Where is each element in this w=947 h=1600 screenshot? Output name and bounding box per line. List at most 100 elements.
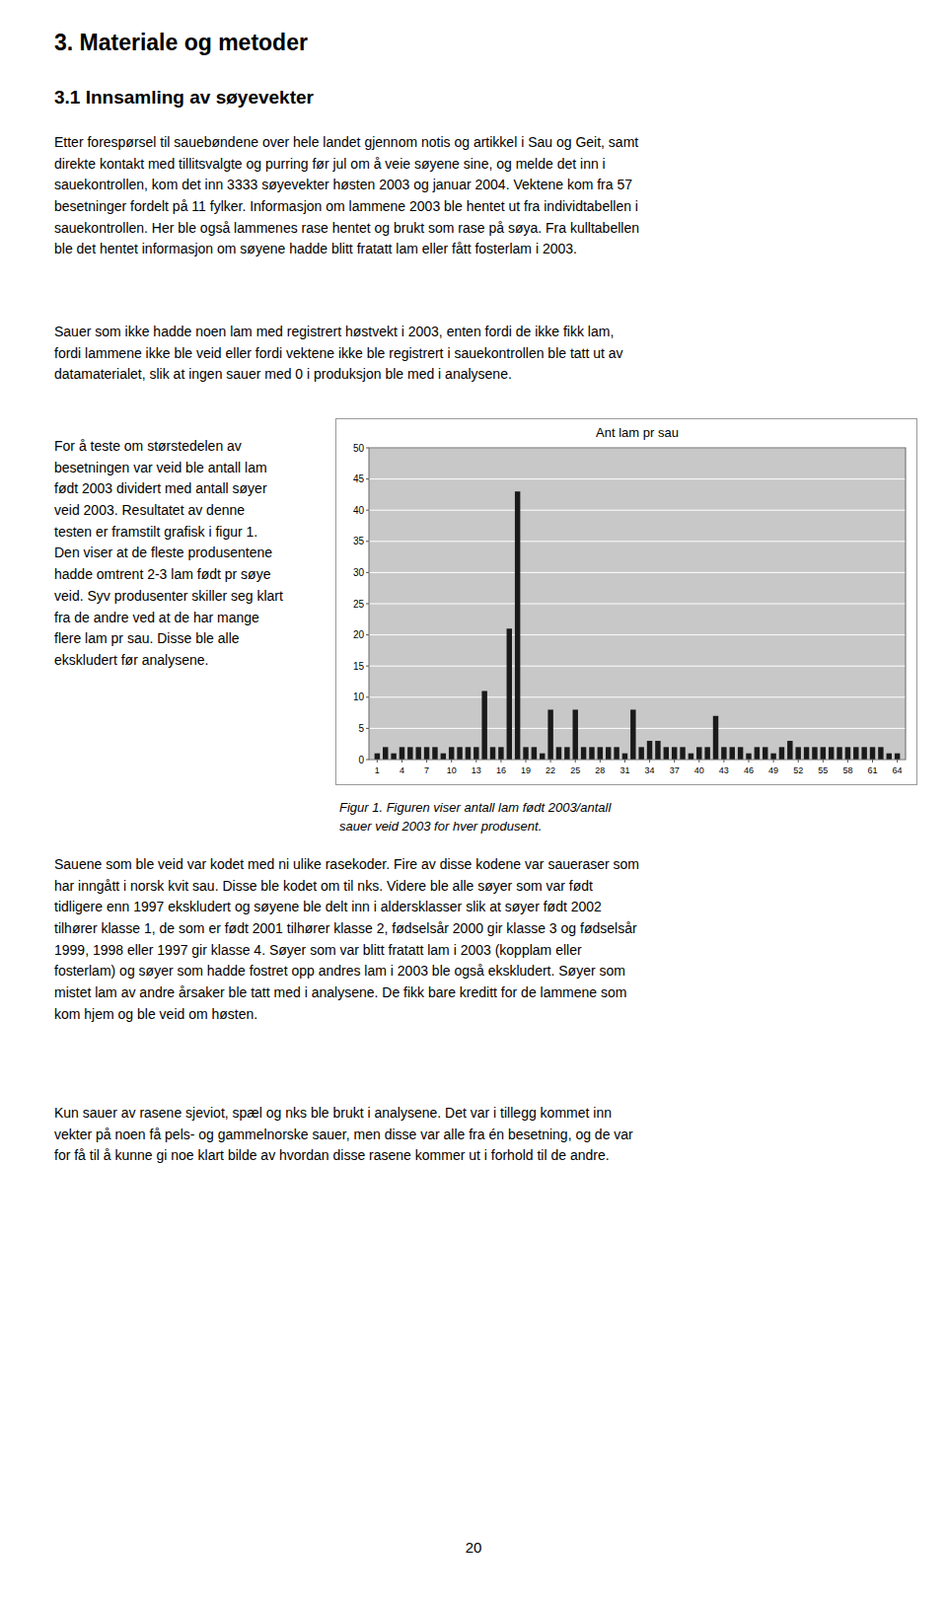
x-tick: [896, 759, 898, 763]
chart-title: Ant lam pr sau: [595, 425, 679, 440]
bar: [424, 746, 430, 760]
bar: [581, 746, 586, 760]
grid-line: [368, 478, 906, 480]
x-tick-label: 37: [669, 765, 680, 776]
bar: [704, 746, 710, 760]
grid-line: [368, 540, 906, 542]
bar: [877, 746, 883, 760]
bar: [647, 740, 653, 760]
bar: [613, 746, 619, 760]
y-tick: [365, 634, 369, 636]
paragraph: Etter forespørsel til sauebøndene over h…: [54, 132, 640, 261]
bar: [498, 746, 504, 760]
y-tick: [365, 759, 369, 761]
y-tick: [365, 447, 369, 449]
x-tick: [822, 759, 824, 763]
x-tick: [550, 759, 552, 763]
y-tick: [365, 572, 369, 574]
x-tick-label: 19: [520, 765, 531, 776]
bar: [531, 746, 537, 760]
x-tick: [673, 759, 675, 763]
bar: [770, 753, 776, 760]
y-tick-label: 30: [353, 567, 365, 579]
bar: [507, 628, 512, 760]
grid-line: [368, 603, 906, 605]
x-tick-label: 34: [645, 765, 656, 776]
grid-line: [368, 728, 906, 729]
chart-box: [336, 419, 918, 786]
x-tick-label: 55: [817, 765, 828, 776]
y-tick-label: 10: [353, 691, 365, 703]
column-text: For å teste om størstedelen av besetning…: [54, 436, 284, 672]
x-tick-label: 58: [842, 765, 853, 776]
x-tick-label: 13: [471, 765, 482, 776]
bar: [671, 746, 677, 760]
bar-chart: Ant lam pr sau05101520253035404550147101…: [335, 418, 918, 786]
bar: [894, 753, 900, 760]
bar: [456, 746, 462, 760]
y-tick-label: 25: [353, 598, 365, 610]
x-tick: [575, 759, 577, 763]
x-tick: [426, 759, 428, 763]
y-tick-label: 15: [353, 660, 365, 672]
x-tick: [747, 759, 749, 763]
x-tick: [723, 759, 725, 763]
bar: [514, 491, 520, 760]
y-tick: [365, 696, 369, 698]
bar: [440, 753, 446, 760]
x-tick-label: 43: [719, 765, 729, 776]
bar: [465, 746, 471, 760]
x-tick: [698, 759, 700, 763]
x-tick-label: 10: [446, 765, 457, 776]
heading: 3. Materiale og metoder: [54, 29, 308, 57]
grid-line: [368, 572, 906, 574]
x-tick-label: 28: [594, 765, 605, 776]
x-tick-label: 46: [743, 765, 754, 776]
bar: [845, 746, 851, 760]
subheading: 3.1 Innsamling av søyevekter: [54, 86, 314, 109]
x-tick: [773, 759, 775, 763]
bar: [713, 716, 719, 760]
bar: [688, 753, 694, 760]
paragraph: Sauer som ikke hadde noen lam med regist…: [54, 321, 624, 386]
bar: [853, 746, 859, 760]
y-tick: [365, 728, 369, 729]
x-tick-label: 1: [374, 765, 380, 776]
bar: [539, 753, 545, 760]
bar: [745, 753, 751, 760]
bar: [382, 746, 388, 760]
bar: [836, 746, 842, 760]
bar: [605, 746, 611, 760]
bar: [374, 753, 380, 760]
bar: [828, 746, 834, 760]
bar: [473, 746, 479, 760]
y-tick-label: 5: [358, 723, 365, 734]
bar: [861, 746, 867, 760]
x-tick-label: 4: [399, 765, 405, 776]
x-tick: [500, 759, 502, 763]
x-tick-label: 22: [545, 765, 556, 776]
bar: [870, 746, 875, 760]
bar: [522, 746, 528, 760]
x-tick: [376, 759, 378, 763]
bar: [638, 746, 644, 760]
x-tick: [624, 759, 626, 763]
x-tick-label: 31: [619, 765, 630, 776]
bar: [481, 690, 487, 760]
y-tick: [365, 478, 369, 480]
plot-frame: [368, 447, 906, 760]
bar: [754, 746, 760, 760]
bar: [729, 746, 735, 760]
bar: [663, 746, 669, 760]
x-tick-label: 52: [793, 765, 803, 776]
bar: [787, 740, 793, 760]
bar: [597, 746, 603, 760]
x-tick: [475, 759, 477, 763]
bar: [390, 753, 396, 760]
paragraph: Sauene som ble veid var kodet med ni uli…: [54, 854, 640, 1026]
x-tick: [450, 759, 452, 763]
x-tick-label: 64: [892, 765, 903, 776]
bar: [696, 746, 702, 760]
x-tick: [599, 759, 601, 763]
bars: [374, 491, 901, 760]
